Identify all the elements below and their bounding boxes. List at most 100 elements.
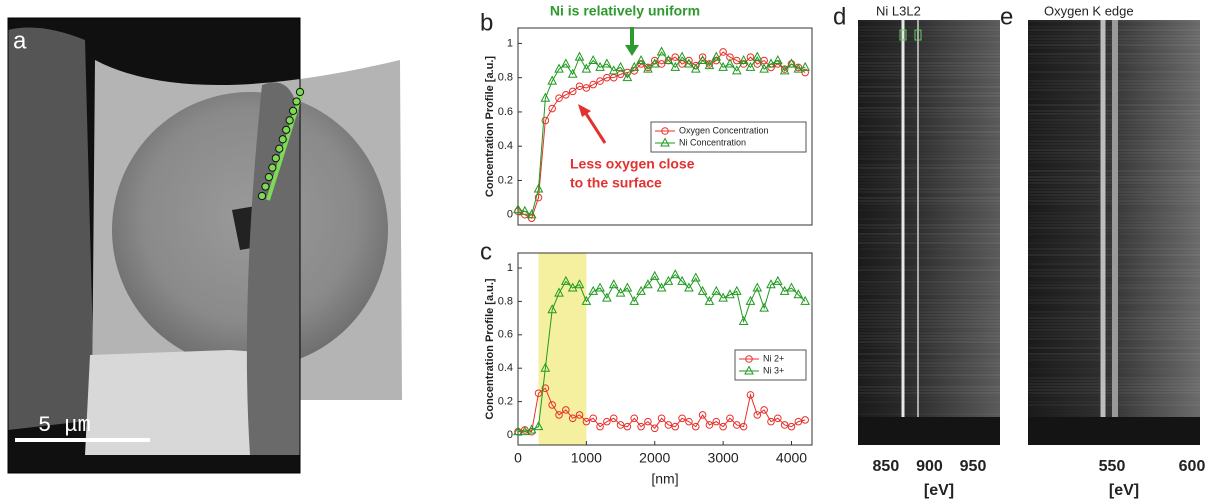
arrow-head — [578, 104, 591, 117]
legend-label: Oxygen Concentration — [679, 125, 769, 135]
texture — [858, 62, 1000, 64]
edge-line — [917, 20, 919, 417]
scan-points — [257, 87, 305, 201]
texture — [858, 98, 1000, 100]
legend-box — [650, 121, 807, 153]
marker — [555, 411, 563, 419]
x-axis-label: [nm] — [651, 471, 678, 487]
marker — [609, 73, 618, 82]
marker — [596, 77, 604, 85]
series-line — [517, 51, 806, 216]
marker — [726, 414, 734, 423]
marker — [581, 295, 592, 305]
scale-bar-label: 5 μm — [38, 413, 91, 438]
texture — [858, 236, 1000, 238]
marker — [630, 414, 639, 423]
marker — [759, 302, 769, 312]
marker — [690, 63, 701, 73]
texture — [858, 23, 1000, 25]
y-tick-label: 0 — [507, 429, 513, 441]
texture — [858, 281, 1000, 283]
texture — [858, 257, 1000, 259]
texture — [858, 374, 1000, 376]
texture — [858, 32, 1000, 34]
texture — [858, 146, 1000, 148]
texture — [858, 278, 1000, 280]
marker — [629, 61, 640, 71]
marker — [582, 417, 591, 426]
x-tick-label: 900 — [916, 458, 943, 475]
texture — [858, 305, 1000, 307]
texture — [858, 380, 1000, 382]
marker — [561, 58, 571, 68]
texture — [858, 29, 1000, 31]
texture — [858, 308, 1000, 310]
texture — [858, 194, 1000, 196]
marker — [526, 424, 537, 434]
marker — [767, 417, 775, 426]
marker — [540, 362, 551, 372]
scan-dot — [278, 135, 287, 144]
y-tick-label: 0.8 — [498, 72, 513, 84]
panel-a: 5 μm a — [7, 17, 402, 474]
texture — [858, 38, 1000, 40]
scan-dot — [295, 87, 305, 97]
marker — [650, 424, 659, 433]
texture — [858, 332, 1000, 334]
marker — [690, 272, 701, 282]
texture — [858, 317, 1000, 319]
texture — [858, 131, 1000, 133]
marker — [596, 422, 604, 431]
marker — [649, 58, 660, 68]
marker — [643, 63, 653, 73]
marker — [567, 68, 578, 78]
texture — [858, 293, 1000, 295]
series-line — [517, 387, 806, 433]
panel-letter: a — [13, 27, 27, 54]
marker — [623, 422, 632, 431]
texture — [858, 404, 1000, 406]
texture — [858, 161, 1000, 163]
annotation: Oxygen K edge — [1044, 3, 1134, 18]
right-pillar — [246, 82, 300, 456]
x-tick-label: 1000 — [571, 450, 602, 466]
marker — [595, 282, 605, 292]
scan-dot — [264, 172, 274, 182]
texture — [858, 143, 1000, 145]
texture — [858, 176, 1000, 178]
edge-line — [1100, 20, 1106, 417]
texture — [858, 95, 1000, 97]
texture — [858, 65, 1000, 67]
texture — [858, 116, 1000, 118]
marker — [745, 355, 753, 363]
marker — [725, 289, 735, 299]
marker — [704, 60, 715, 70]
x-tick-label: 600 — [1179, 458, 1206, 475]
texture — [858, 242, 1000, 244]
scan-dot — [292, 97, 301, 106]
texture — [858, 20, 1000, 22]
scan-dot — [271, 154, 280, 163]
marker — [567, 282, 578, 292]
y-axis-label: Concentration Profile [a.u.] — [484, 56, 496, 198]
marker — [568, 87, 577, 96]
texture — [858, 221, 1000, 223]
marker — [731, 285, 742, 295]
texture — [858, 80, 1000, 82]
marker — [711, 285, 722, 295]
marker — [793, 289, 804, 299]
marker — [520, 205, 530, 215]
texture — [858, 86, 1000, 88]
arrow-head — [625, 45, 639, 56]
marker — [588, 54, 599, 65]
x-tick-label: 4000 — [776, 450, 807, 466]
marker — [603, 417, 611, 426]
texture — [858, 323, 1000, 325]
texture — [858, 35, 1000, 37]
texture — [858, 173, 1000, 175]
bottom-layer — [85, 350, 300, 455]
marker — [547, 304, 558, 314]
texture — [858, 134, 1000, 136]
marker — [649, 270, 660, 280]
marker — [661, 127, 669, 135]
